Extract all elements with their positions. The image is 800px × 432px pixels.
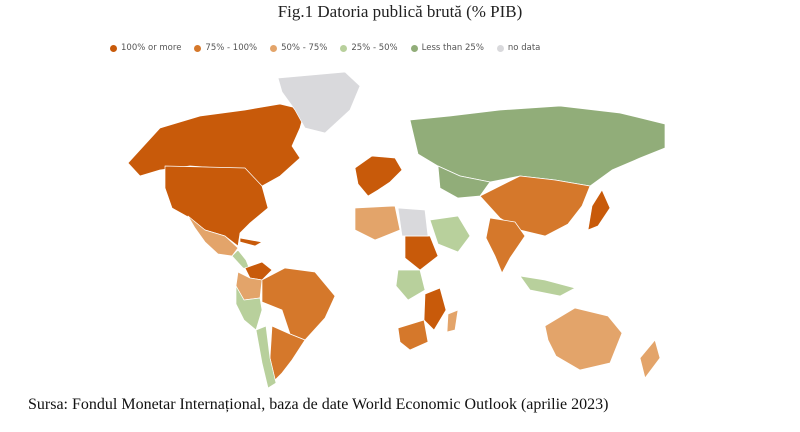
legend-item: 25% - 50% [340,43,398,53]
source-note: Sursa: Fondul Monetar Internațional, baz… [28,396,609,413]
legend-item: no data [496,43,541,53]
legend-swatch [110,44,117,52]
legend-swatch [340,44,348,52]
legend-label: 75% - 100% [205,43,258,53]
region-madagascar [446,309,459,333]
region-mozambique [423,287,447,331]
legend-label: 25% - 50% [351,43,398,53]
region-peru [235,285,263,331]
legend-swatch [410,44,418,52]
region-india [485,217,526,274]
legend-label: 50% - 75% [281,43,328,53]
map-legend: 100% or more 75% - 100% 50% - 75% 25% - 50%… [110,40,540,56]
legend-item: Less than 25% [410,43,484,53]
region-indonesia [519,275,576,297]
region-sudan [404,235,439,271]
region-venezuela [244,261,273,281]
legend-swatch [194,44,202,52]
region-kazakhstan [437,165,491,199]
region-central-america [231,249,251,271]
figure-title: Fig.1 Datoria publică brută (% PIB) [277,2,523,21]
legend-swatch [270,44,278,52]
region-saudi-arabia [429,215,471,253]
region-libya [397,207,429,237]
region-japan [587,189,611,231]
legend-swatch [496,44,504,52]
region-western-europe [354,155,403,197]
region-new-zealand [639,339,661,379]
legend-label: Less than 25% [421,43,484,53]
legend-item: 75% - 100% [194,43,257,53]
world-map [127,71,666,388]
region-brazil [261,267,336,341]
region-south-africa [397,319,429,351]
region-congo [395,269,426,301]
region-cuba [239,237,263,247]
legend-item: 50% - 75% [270,43,327,53]
region-united-states [164,165,269,247]
region-algeria [354,205,401,241]
legend-label: 100% or more [121,43,182,53]
region-greenland [277,71,361,134]
legend-label: no data [507,43,541,53]
legend-item: 100% or more [110,43,181,53]
region-australia [544,307,623,371]
region-chile [255,325,277,388]
